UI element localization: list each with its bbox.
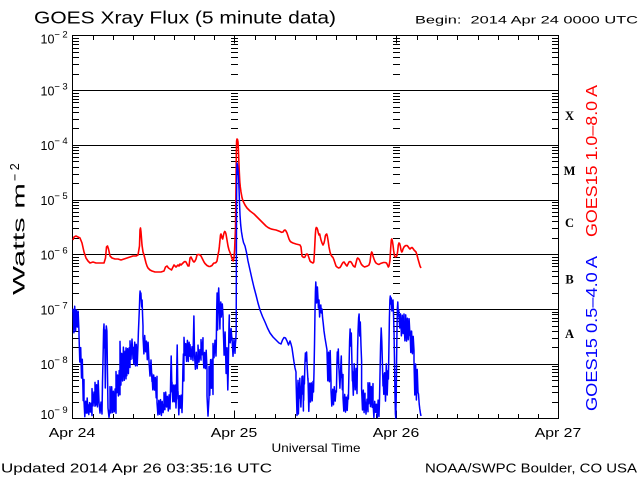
- svg-text:GOES15 0.5–4.0 A: GOES15 0.5–4.0 A: [584, 255, 601, 411]
- svg-text:M: M: [564, 164, 576, 178]
- svg-text:Apr 25: Apr 25: [211, 426, 258, 440]
- svg-text:Watts m: Watts m: [10, 183, 29, 295]
- svg-text:−2: −2: [8, 160, 22, 181]
- svg-text:GOES15 1.0–8.0 A: GOES15 1.0–8.0 A: [584, 84, 601, 237]
- svg-text:Apr 27: Apr 27: [535, 426, 582, 440]
- svg-text:Begin: 2014 Apr 24 0000 UTC: Begin: 2014 Apr 24 0000 UTC: [415, 15, 638, 27]
- svg-text:Apr 26: Apr 26: [373, 426, 420, 440]
- svg-text:C: C: [565, 216, 574, 230]
- svg-text:Updated 2014 Apr 26 03:35:16 U: Updated 2014 Apr 26 03:35:16 UTC: [1, 462, 272, 476]
- svg-text:NOAA/SWPC Boulder, CO USA: NOAA/SWPC Boulder, CO USA: [425, 462, 638, 476]
- svg-text:Universal Time: Universal Time: [272, 441, 361, 455]
- svg-text:Apr 24: Apr 24: [49, 426, 96, 440]
- svg-text:GOES Xray Flux (5 minute data): GOES Xray Flux (5 minute data): [34, 8, 336, 28]
- svg-text:X: X: [565, 109, 574, 123]
- svg-text:B: B: [565, 273, 573, 287]
- svg-text:A: A: [565, 327, 574, 341]
